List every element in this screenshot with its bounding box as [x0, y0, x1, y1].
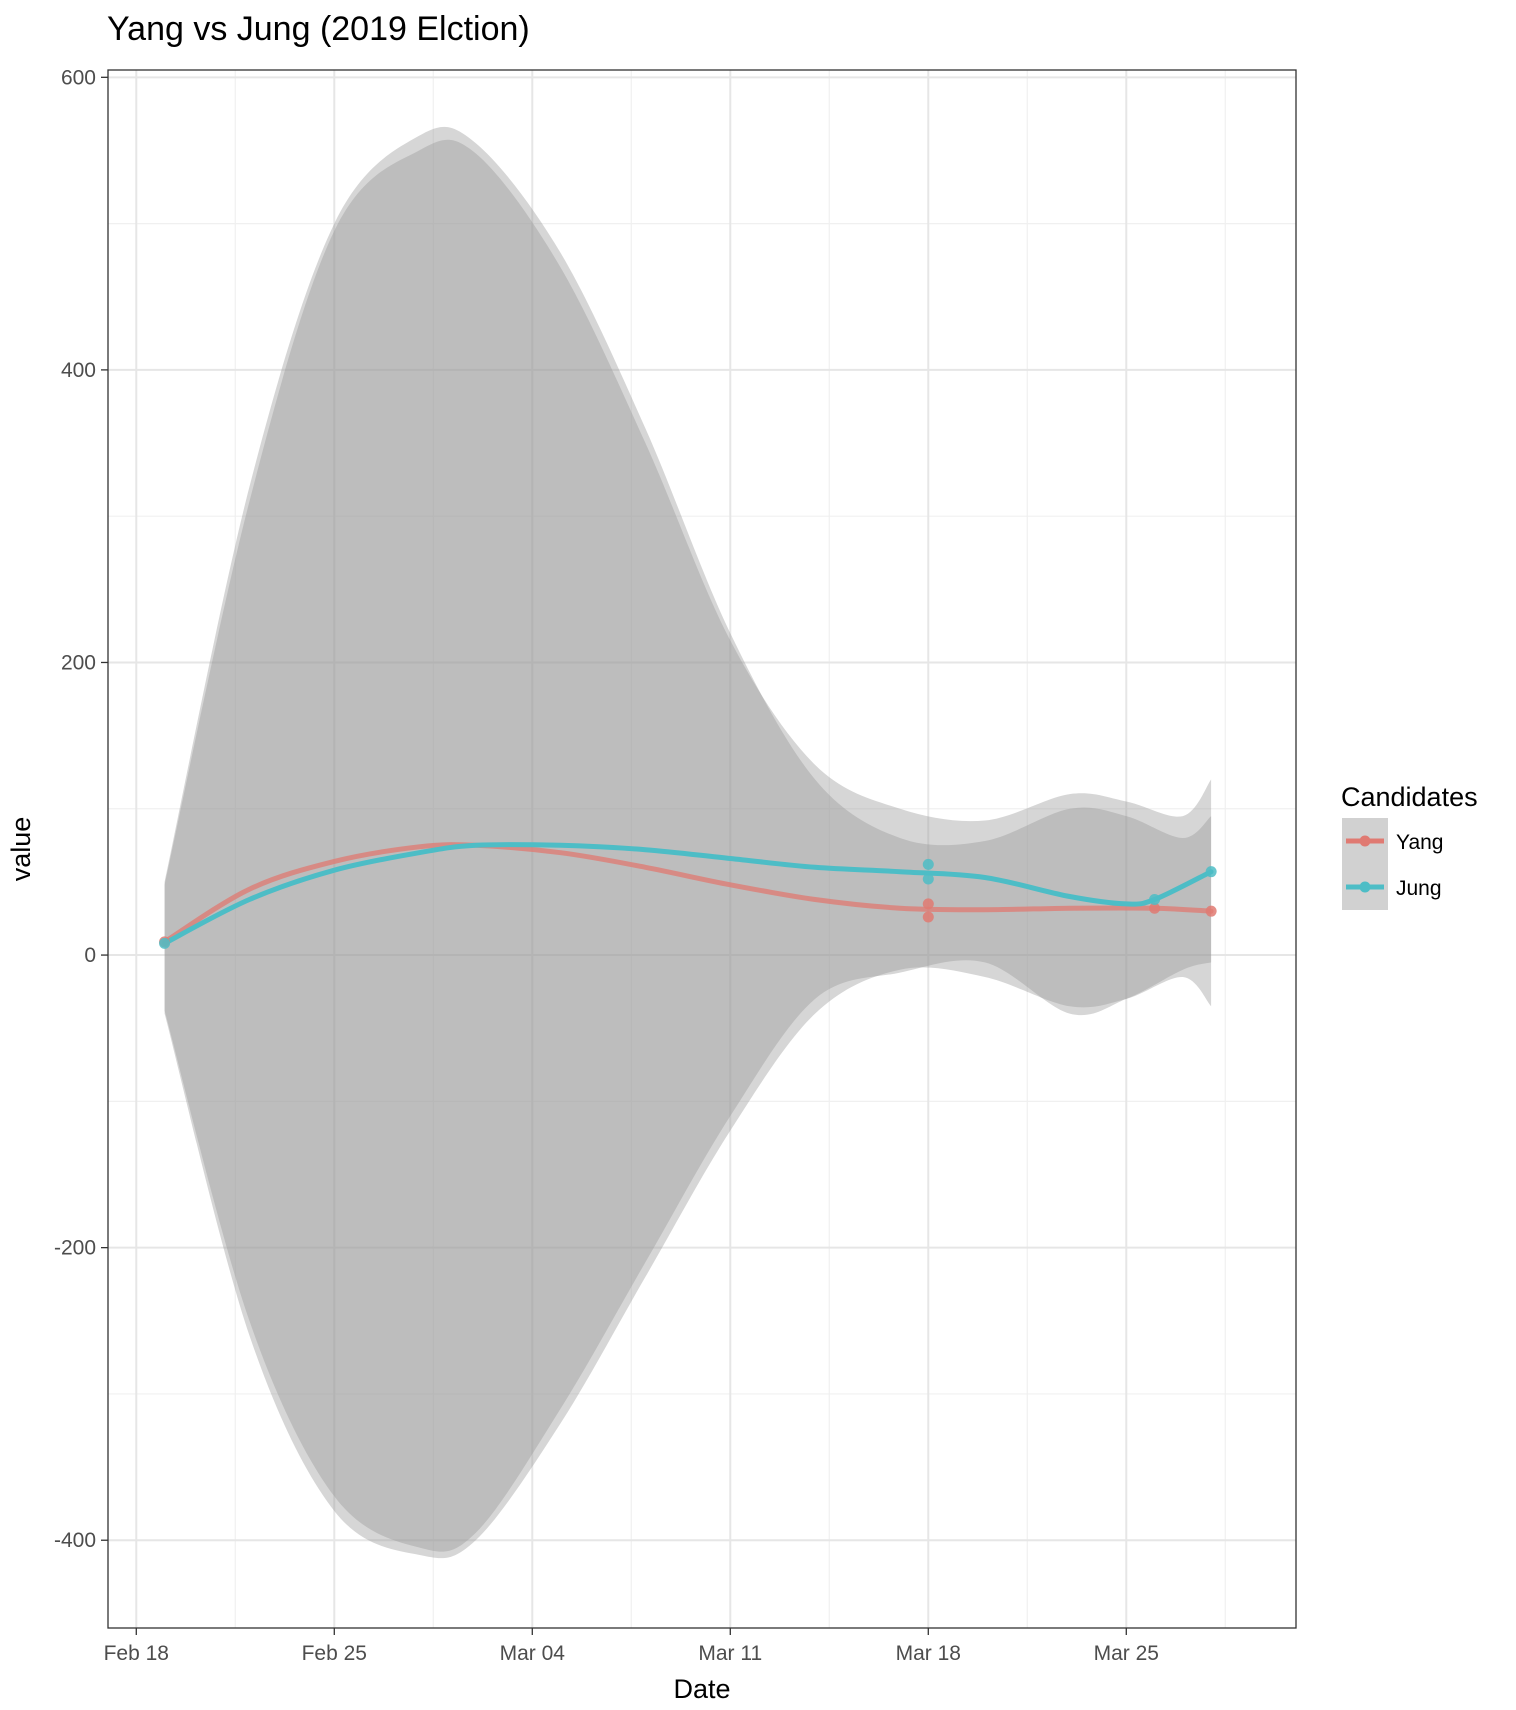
ribbon-yang — [164, 126, 1212, 1559]
line-yang — [162, 842, 1214, 945]
data-point-jung — [1149, 893, 1161, 905]
legend-point-jung — [1359, 881, 1371, 893]
data-points — [159, 858, 1217, 949]
ribbon-jung — [164, 139, 1212, 1552]
data-point-yang — [922, 898, 934, 910]
legend-title: Candidates — [1341, 782, 1478, 812]
data-point-yang — [1205, 905, 1217, 917]
x-tick-label: Feb 18 — [104, 1642, 169, 1665]
y-tick-label: -400 — [54, 1529, 96, 1552]
y-tick-label: -200 — [54, 1237, 96, 1260]
legend-label-jung: Jung — [1396, 877, 1442, 900]
y-tick-label: 0 — [84, 944, 96, 967]
x-tick-label: Mar 18 — [896, 1642, 961, 1665]
x-tick-label: Mar 11 — [698, 1642, 762, 1665]
line-jung — [162, 842, 1214, 946]
legend-point-yang — [1359, 835, 1371, 847]
x-tick-label: Mar 04 — [500, 1642, 566, 1665]
data-point-yang — [1149, 902, 1161, 914]
legend: Candidates Yang Jung — [1341, 782, 1478, 910]
data-point-jung — [922, 873, 934, 885]
confidence-ribbons — [164, 126, 1212, 1559]
data-point-yang — [922, 911, 934, 923]
chart-title: Yang vs Jung (2019 Elction) — [107, 10, 530, 48]
y-tick-label: 400 — [61, 359, 96, 382]
x-tick-label: Mar 25 — [1094, 1642, 1159, 1665]
data-point-jung — [159, 937, 171, 949]
axis-ticks: 600 400 200 0 -200 -400 Feb 18 Feb 25 Mar 04 Mar … — [54, 66, 1159, 1665]
plot-border — [107, 69, 1297, 1629]
plot-panel — [108, 70, 1296, 1628]
legend-label-yang: Yang — [1396, 831, 1444, 854]
x-tick-label: Feb 25 — [302, 1642, 367, 1665]
y-tick-label: 600 — [61, 66, 96, 89]
x-axis-title: Date — [673, 1674, 730, 1704]
y-tick-label: 200 — [61, 651, 96, 674]
data-point-jung — [922, 858, 934, 870]
y-axis-title: value — [6, 817, 36, 882]
series-lines — [162, 842, 1214, 946]
data-point-jung — [1205, 866, 1217, 878]
